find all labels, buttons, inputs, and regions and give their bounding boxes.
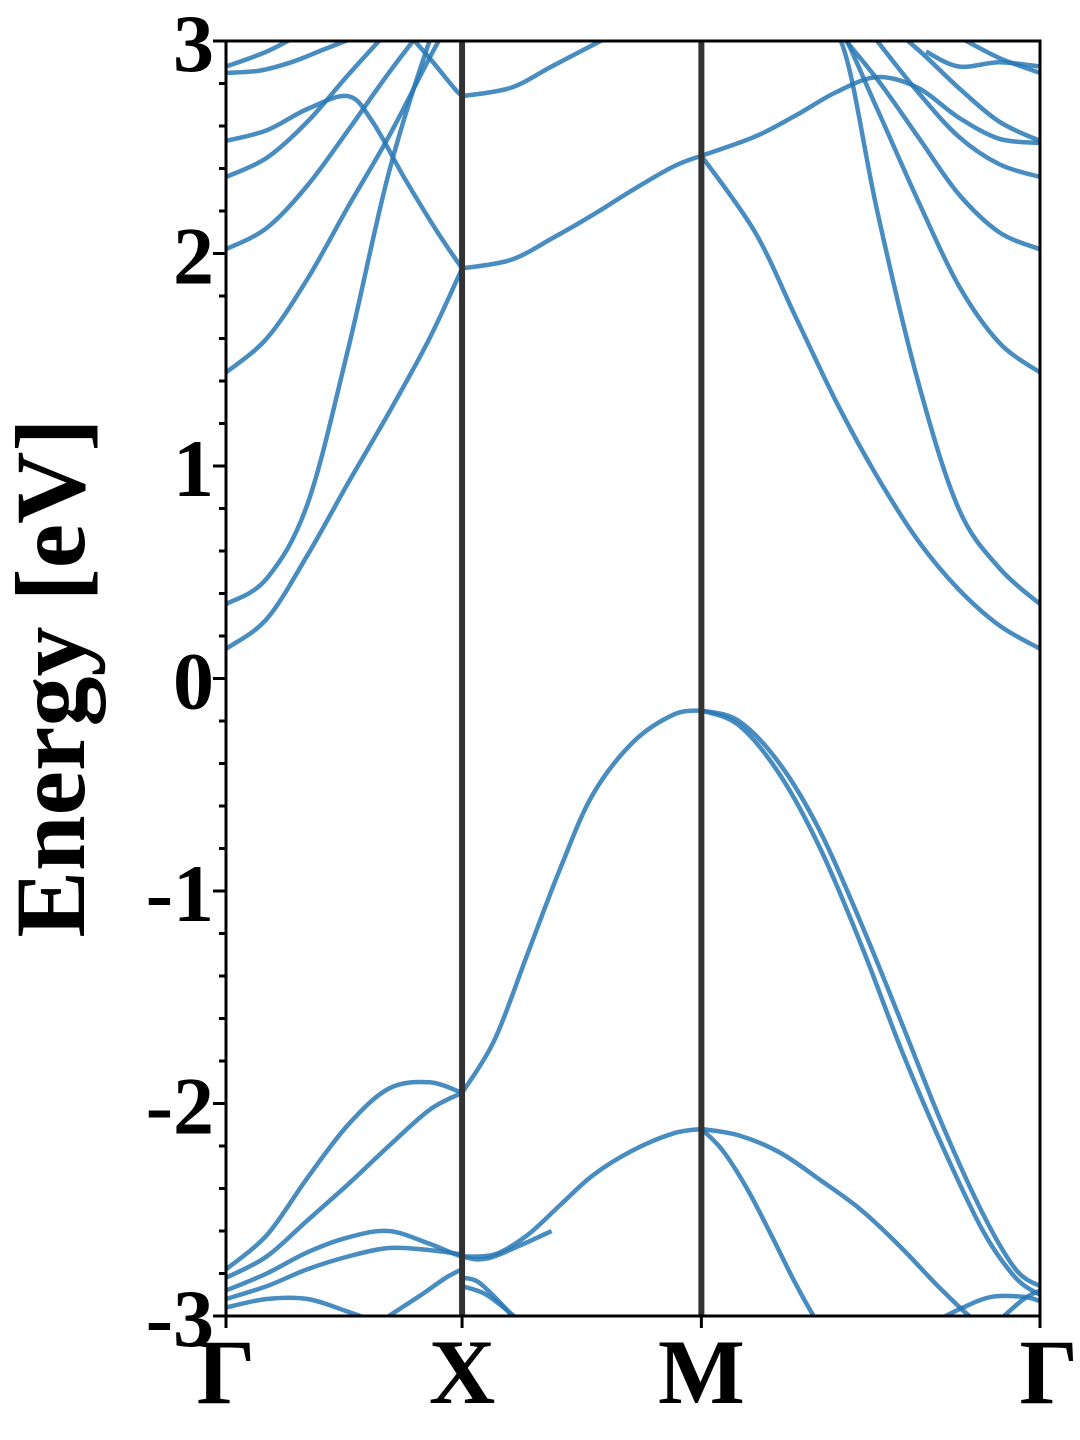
band-line-24	[461, 1126, 702, 1259]
band-line-32	[226, 1295, 367, 1316]
band-line-22	[700, 708, 1040, 1297]
band-line-4	[226, 41, 432, 607]
band-line-33	[461, 1275, 516, 1316]
band-line-6	[838, 41, 1040, 606]
band-line-28	[226, 1090, 464, 1280]
kpoint-label-4: Γ	[1019, 1321, 1078, 1423]
band-line-30	[226, 1245, 463, 1302]
band-line-29	[226, 1228, 553, 1293]
y-tick-label: -3	[146, 1273, 214, 1364]
y-tick-label: 1	[173, 423, 214, 514]
y-axis-ticks	[213, 39, 1042, 1328]
band-line-23	[700, 708, 1040, 1289]
band-line-2	[461, 153, 703, 271]
band-line-14	[461, 41, 606, 99]
band-line-25	[701, 1126, 973, 1316]
band-line-1	[226, 267, 465, 651]
band-line-12	[874, 41, 1040, 180]
band-line-18	[924, 49, 1040, 70]
y-tick-label: -2	[146, 1061, 214, 1152]
band-line-26	[699, 1127, 817, 1316]
band-lines	[226, 41, 1040, 1316]
band-line-16	[226, 41, 293, 69]
band-line-31	[387, 1267, 464, 1316]
band-line-21	[460, 708, 702, 1095]
band-line-11	[226, 41, 383, 180]
band-line-19	[226, 41, 352, 76]
high-symmetry-dividers	[459, 41, 705, 1316]
kpoint-label-3: M	[658, 1321, 745, 1423]
y-axis-label: Energy [eV]	[0, 418, 106, 937]
y-tick-label: 0	[173, 636, 214, 727]
y-tick-label: 2	[173, 211, 214, 302]
band-line-13	[226, 93, 464, 270]
kpoint-label-1: Γ	[197, 1321, 256, 1423]
band-line-9	[226, 41, 416, 252]
band-line-27	[226, 1079, 463, 1272]
y-tick-label: 3	[173, 0, 214, 89]
band-line-3	[699, 154, 1040, 651]
band-line-17	[904, 41, 1040, 143]
y-tick-labels: -3 -2 -1 0 1 2 3	[146, 0, 214, 1364]
kpoint-label-2: X	[429, 1321, 495, 1423]
band-line-8	[844, 41, 1040, 375]
band-line-10	[843, 41, 1040, 252]
y-tick-label: -1	[146, 848, 214, 939]
band-line-34	[461, 1284, 518, 1316]
